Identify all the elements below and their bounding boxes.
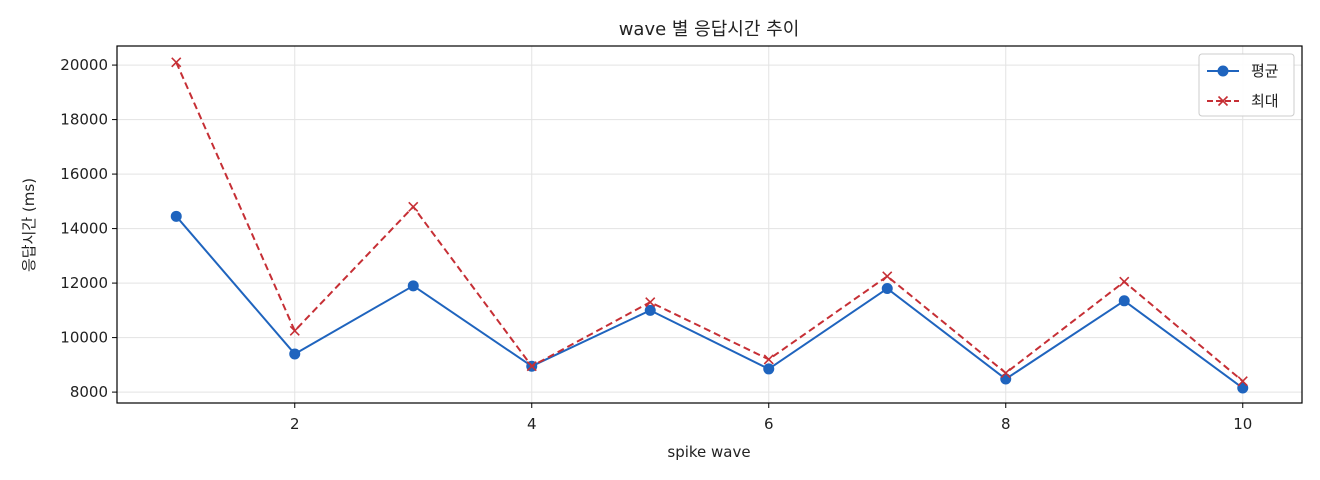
y-tick-label: 14000 [60, 220, 108, 238]
legend-label: 최대 [1251, 92, 1279, 110]
legend-box [1198, 53, 1295, 117]
x-axis: 2 4 6 8 10 [290, 403, 1252, 433]
legend-marker [1217, 65, 1229, 77]
legend-marker [1217, 95, 1229, 107]
data-point [408, 201, 419, 212]
y-tick-label: 18000 [60, 111, 108, 129]
series-1 [170, 210, 1249, 394]
y-axis-label: 응답시간 (ms) [20, 178, 38, 272]
legend-item: 최대 [1207, 92, 1279, 110]
x-tick-label: 6 [764, 415, 774, 433]
legend-item: 평균 [1207, 62, 1279, 80]
y-tick-label: 12000 [60, 274, 108, 292]
data-point [763, 363, 775, 375]
series-line [175, 215, 1244, 389]
data-point [1237, 376, 1248, 387]
plot-frame [116, 45, 1303, 404]
x-tick-label: 8 [1001, 415, 1011, 433]
x-tick-label: 2 [290, 415, 300, 433]
series-line [175, 61, 1244, 382]
data-point [170, 210, 182, 222]
x-tick-label: 4 [527, 415, 537, 433]
y-axis: 8000 10000 12000 14000 16000 18000 20000 [60, 56, 117, 401]
chart-title: wave 별 응답시간 추이 [619, 19, 800, 40]
data-point [289, 348, 301, 360]
data-point [407, 280, 419, 292]
data-point [526, 361, 537, 372]
legend-label: 평균 [1251, 62, 1279, 80]
y-tick-label: 10000 [60, 329, 108, 347]
data-point [289, 325, 300, 336]
grid-lines [117, 46, 1302, 403]
data-point [645, 297, 656, 308]
y-tick-label: 20000 [60, 56, 108, 74]
data-point [882, 271, 893, 282]
x-tick-label: 10 [1233, 415, 1252, 433]
data-point [171, 57, 182, 68]
series-group [170, 57, 1249, 394]
data-point [1118, 295, 1130, 307]
data-point [1000, 367, 1011, 379]
series-2 [171, 57, 1248, 387]
data-point [1119, 276, 1130, 287]
y-tick-label: 8000 [70, 383, 108, 401]
data-point [1237, 382, 1249, 394]
data-point [881, 283, 893, 295]
data-point [644, 304, 656, 316]
data-point [763, 354, 774, 365]
y-tick-label: 16000 [60, 165, 108, 183]
x-axis-label: spike wave [667, 443, 750, 461]
